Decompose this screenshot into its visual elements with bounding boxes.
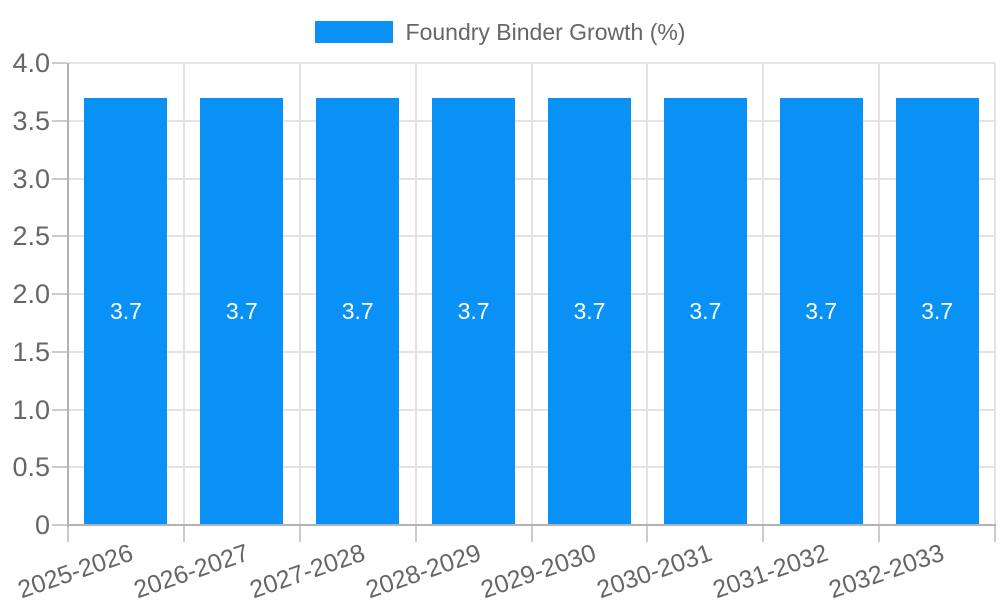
bar-value-label: 3.7 bbox=[457, 297, 490, 324]
bar bbox=[84, 97, 168, 524]
y-axis-tick bbox=[52, 466, 67, 469]
bar bbox=[779, 97, 863, 524]
x-axis-tick bbox=[878, 526, 881, 542]
y-axis-tick-label: 4.0 bbox=[12, 48, 50, 78]
y-axis-line bbox=[67, 63, 69, 527]
x-axis-tick bbox=[762, 526, 765, 542]
x-axis-line bbox=[67, 524, 996, 526]
x-axis-tick bbox=[646, 526, 649, 542]
x-axis-tick bbox=[414, 526, 417, 542]
chart-legend[interactable]: Foundry Binder Growth (%) bbox=[0, 19, 1000, 45]
bar-value-label: 3.7 bbox=[341, 297, 374, 324]
y-axis-tick-label: 1.5 bbox=[12, 336, 50, 367]
x-axis-tick bbox=[67, 526, 69, 542]
bar bbox=[547, 97, 631, 524]
gridline-vertical bbox=[762, 63, 765, 525]
bar-value-label: 3.7 bbox=[225, 297, 258, 324]
y-axis-tick-label: 1.0 bbox=[12, 394, 50, 425]
gridline-vertical bbox=[414, 63, 417, 525]
gridline-vertical bbox=[182, 63, 185, 525]
y-axis-tick-label: 2.0 bbox=[12, 279, 50, 309]
bar-value-label: 3.7 bbox=[689, 297, 722, 324]
y-axis-tick-label: 3.0 bbox=[12, 163, 50, 194]
bar bbox=[200, 97, 284, 524]
y-axis-tick bbox=[52, 524, 67, 526]
y-axis-tick bbox=[52, 293, 67, 295]
legend-label: Foundry Binder Growth (%) bbox=[405, 19, 686, 45]
bar bbox=[432, 97, 516, 524]
x-axis-tick bbox=[994, 526, 996, 542]
bar-value-label: 3.7 bbox=[921, 297, 954, 324]
y-axis-tick-label: 0 bbox=[34, 510, 50, 540]
y-axis-tick bbox=[52, 177, 67, 180]
x-axis-tick bbox=[298, 526, 301, 542]
gridline-vertical bbox=[530, 63, 533, 525]
bar bbox=[663, 97, 747, 524]
bar-value-label: 3.7 bbox=[805, 297, 838, 324]
legend-swatch bbox=[314, 21, 393, 43]
y-axis-tick bbox=[52, 235, 67, 238]
y-axis-tick bbox=[52, 350, 67, 353]
gridline-vertical bbox=[298, 63, 301, 525]
y-axis-tick-label: 3.5 bbox=[12, 105, 50, 136]
y-axis-tick bbox=[52, 62, 67, 64]
gridline-vertical bbox=[646, 63, 649, 525]
bar bbox=[316, 97, 400, 524]
y-axis-tick-label: 0.5 bbox=[12, 452, 50, 483]
bar-value-label: 3.7 bbox=[573, 297, 606, 324]
gridline-vertical bbox=[878, 63, 881, 525]
bar bbox=[895, 97, 979, 524]
gridline-vertical bbox=[994, 63, 996, 525]
x-axis-tick bbox=[530, 526, 533, 542]
y-axis-tick-label: 2.5 bbox=[12, 221, 50, 252]
bar-value-label: 3.7 bbox=[109, 297, 142, 324]
x-axis-tick bbox=[182, 526, 185, 542]
y-axis-tick bbox=[52, 408, 67, 411]
y-axis-tick bbox=[52, 119, 67, 122]
